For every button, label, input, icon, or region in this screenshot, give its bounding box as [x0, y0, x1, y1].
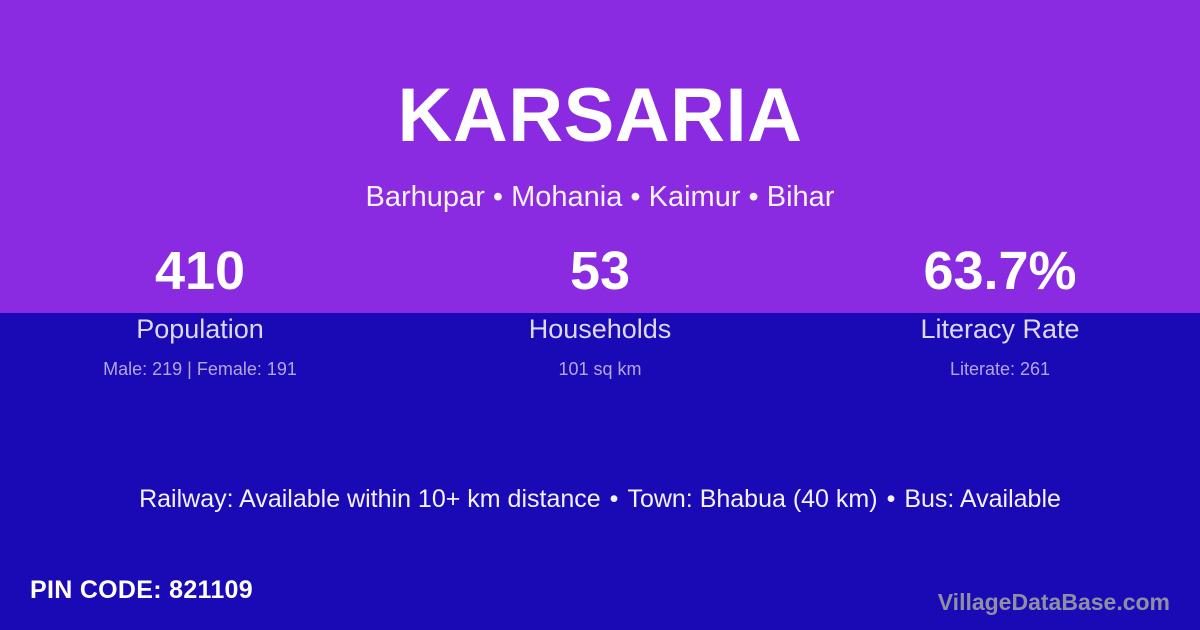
stat-sublabel: 101 sq km [558, 359, 642, 379]
amenity-separator: • [609, 485, 619, 513]
amenity-bus: Bus: Available [904, 485, 1061, 513]
stat-label: Households [528, 314, 672, 344]
background-band-top [0, 0, 1200, 313]
stat-households: 53 Households 101 sq km [400, 244, 800, 378]
stat-sublabel: Literate: 261 [949, 359, 1051, 379]
stat-literacy-rate: 63.7% Literacy Rate Literate: 261 [800, 244, 1200, 378]
page-title: KARSARIA [397, 73, 803, 158]
breadcrumb: Barhupar • Mohania • Kaimur • Bihar [365, 181, 835, 213]
amenity-separator: • [886, 485, 896, 513]
background-band-bottom [0, 313, 1200, 630]
stat-label: Population [136, 314, 264, 344]
stat-value: 63.7% [923, 241, 1077, 301]
stats-row: 410 Population Male: 219 | Female: 191 5… [0, 244, 1200, 378]
brand-watermark: VillageDataBase.com [937, 589, 1170, 615]
amenities-row: Railway: Available within 10+ km distanc… [0, 485, 1200, 514]
pin-code: PIN CODE: 821109 [30, 576, 253, 604]
stat-value: 410 [154, 241, 246, 301]
amenity-railway: Railway: Available within 10+ km distanc… [139, 485, 601, 513]
stat-population: 410 Population Male: 219 | Female: 191 [0, 244, 400, 378]
stat-value: 53 [569, 241, 631, 301]
stat-sublabel: Male: 219 | Female: 191 [103, 359, 297, 379]
stat-label: Literacy Rate [920, 314, 1080, 344]
card-footer: PIN CODE: 821109 VillageDataBase.com [0, 575, 1200, 630]
amenity-town: Town: Bhabua (40 km) [627, 485, 878, 513]
